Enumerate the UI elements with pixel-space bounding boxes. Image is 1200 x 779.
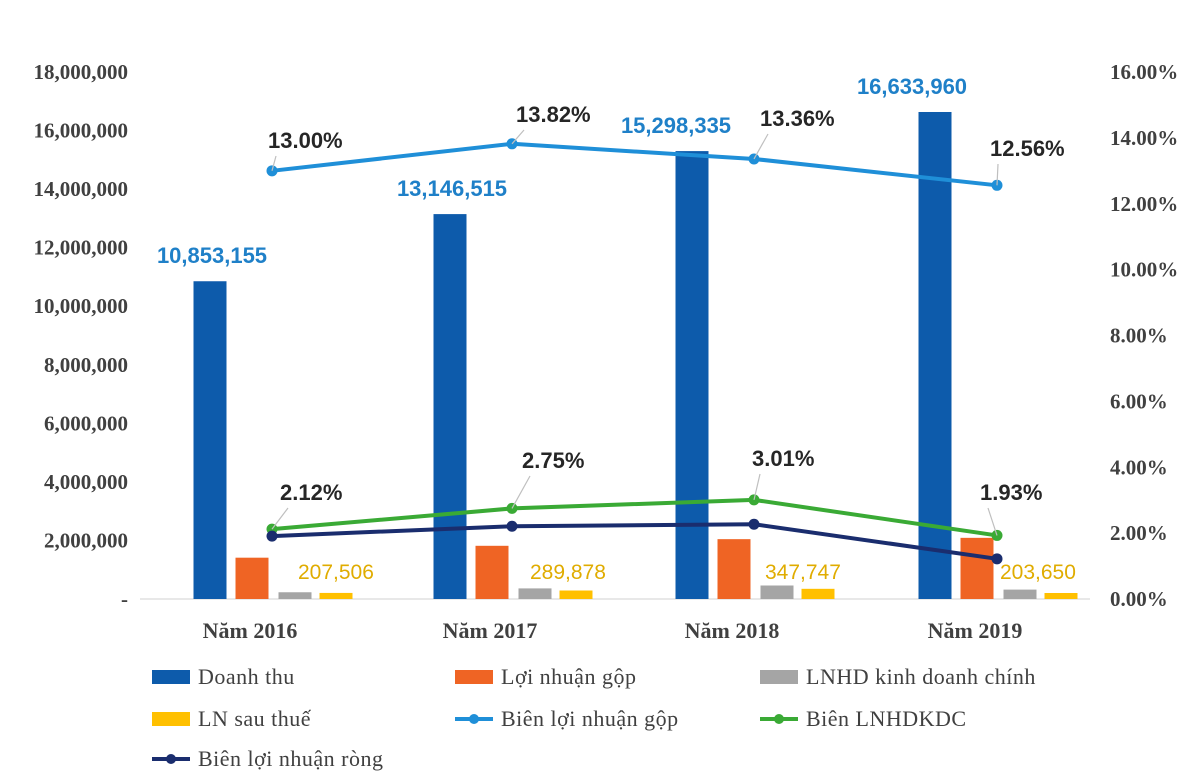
bar-lnhd [278,592,312,599]
y-left-tick-label: 2,000,000 [44,528,128,552]
leader-line [511,129,525,145]
data-label-ln-sau-thue: 207,506 [298,561,374,584]
data-label-doanh-thu: 15,298,335 [621,113,731,138]
bar-doanh-thu [675,151,709,599]
leader-line [271,155,277,171]
y-left-tick-label: 14,000,000 [34,177,129,201]
line-bien-lnhdkdc [271,497,998,538]
axis-layer: - 2,000,000 4,000,000 6,000,000 8,000,000 10,… [34,60,1179,643]
bar-loi-nhuan-gop [717,539,751,599]
leader-line [987,507,998,536]
bars-layer [193,111,1078,600]
x-category-label: Năm 2018 [685,618,780,643]
y-left-tick-label: 6,000,000 [44,411,128,435]
data-label-ln-sau-thue: 203,650 [1000,561,1076,584]
bar-loi-nhuan-gop [960,537,994,599]
legend-item-bien-loi-nhuan-gop[interactable]: Biên lợi nhuận gộp [455,706,679,732]
y-right-tick-label: 0.00% [1110,587,1168,611]
line-bien-loi-nhuan-rong-point [506,520,518,532]
bar-ln-sau-thue [1044,593,1078,599]
data-label-doanh-thu: 10,853,155 [157,243,267,268]
y-left-tick-label: 12,000,000 [34,236,129,260]
line-bien-loi-nhuan-gop [271,141,998,188]
line-bien-loi-nhuan-rong-point [748,518,760,530]
legend-label: Doanh thu [198,664,295,689]
lines-layer [266,138,1003,565]
y-left-tick-label: 8,000,000 [44,353,128,377]
x-category-label: Năm 2017 [443,618,538,643]
data-label-bien-lnhdkdc: 2.75% [522,448,584,473]
legend-item-doanh-thu[interactable]: Doanh thu [152,664,295,690]
legend-swatch [455,712,493,726]
legend-swatch [152,752,190,766]
bar-loi-nhuan-gop [475,545,509,599]
data-label-bien-gop: 13.36% [760,106,835,131]
leader-line [753,133,769,160]
line-bien-loi-nhuan-rong [271,522,998,561]
bar-doanh-thu [193,281,227,599]
data-label-doanh-thu: 16,633,960 [857,74,967,99]
data-label-ln-sau-thue: 289,878 [530,561,606,584]
y-right-tick-label: 2.00% [1110,521,1168,545]
y-left-tick-label: 10,000,000 [34,294,129,318]
legend-label: Biên lợi nhuận ròng [198,746,384,771]
bar-ln-sau-thue [319,592,353,599]
data-labels-layer: 10,853,155 13,146,515 15,298,335 16,633,960… [157,74,1076,584]
y-left-tick-label: 18,000,000 [34,60,129,84]
data-label-bien-lnhdkdc: 3.01% [752,446,814,471]
y-left-tick-label: 16,000,000 [34,119,129,143]
legend-label: LN sau thuế [198,706,312,731]
y-left-tick-label: - [121,587,128,611]
data-label-bien-gop: 13.82% [516,102,591,127]
y-right-tick-label: 8.00% [1110,324,1168,348]
line-bien-loi-nhuan-rong-point [991,553,1003,565]
legend-label: Biên LNHDKDC [806,706,967,731]
legend-label: Biên lợi nhuận gộp [501,706,679,731]
bar-loi-nhuan-gop [235,557,269,599]
data-label-bien-lnhdkdc: 1.93% [980,480,1042,505]
legend-item-loi-nhuan-gop[interactable]: Lợi nhuận gộp [455,664,636,690]
y-right-tick-label: 14.00% [1110,126,1178,150]
legend-swatch [152,712,190,726]
leader-line [511,475,531,509]
x-category-label: Năm 2019 [928,618,1023,643]
legend-item-bien-lnhdkdc[interactable]: Biên LNHDKDC [760,706,967,732]
bar-ln-sau-thue [559,590,593,599]
bar-doanh-thu [918,111,952,599]
legend-swatch [152,670,190,684]
bar-lnhd [1003,589,1037,599]
legend-swatch [760,670,798,684]
bar-ln-sau-thue [801,588,835,599]
legend-item-lnhd[interactable]: LNHD kinh doanh chính [760,664,1036,690]
data-label-bien-gop: 13.00% [268,128,343,153]
data-label-ln-sau-thue: 347,747 [765,561,841,584]
legend-swatch [455,670,493,684]
leader-line [753,473,761,500]
leader-line [996,163,999,186]
bar-doanh-thu [433,214,467,600]
line-bien-loi-nhuan-rong-point [266,530,278,542]
legend-swatch [760,712,798,726]
data-label-bien-lnhdkdc: 2.12% [280,480,342,505]
data-label-doanh-thu: 13,146,515 [397,176,507,201]
y-right-tick-label: 4.00% [1110,455,1168,479]
legend-item-ln-sau-thue[interactable]: LN sau thuế [152,706,311,732]
y-right-tick-label: 12.00% [1110,192,1178,216]
bar-lnhd [518,588,552,599]
data-label-bien-gop: 12.56% [990,136,1065,161]
y-right-tick-label: 16.00% [1110,60,1178,84]
y-right-tick-label: 6.00% [1110,389,1168,413]
leader-line [271,507,289,530]
line-bien-lnhdkdc-point [506,502,518,514]
legend-label: Lợi nhuận gộp [501,664,637,689]
legend-label: LNHD kinh doanh chính [806,664,1036,689]
legend-item-bien-loi-nhuan-rong[interactable]: Biên lợi nhuận ròng [152,746,384,772]
bar-lnhd [760,585,794,599]
y-left-tick-label: 4,000,000 [44,470,128,494]
y-right-tick-label: 10.00% [1110,258,1178,282]
x-category-label: Năm 2016 [203,618,298,643]
